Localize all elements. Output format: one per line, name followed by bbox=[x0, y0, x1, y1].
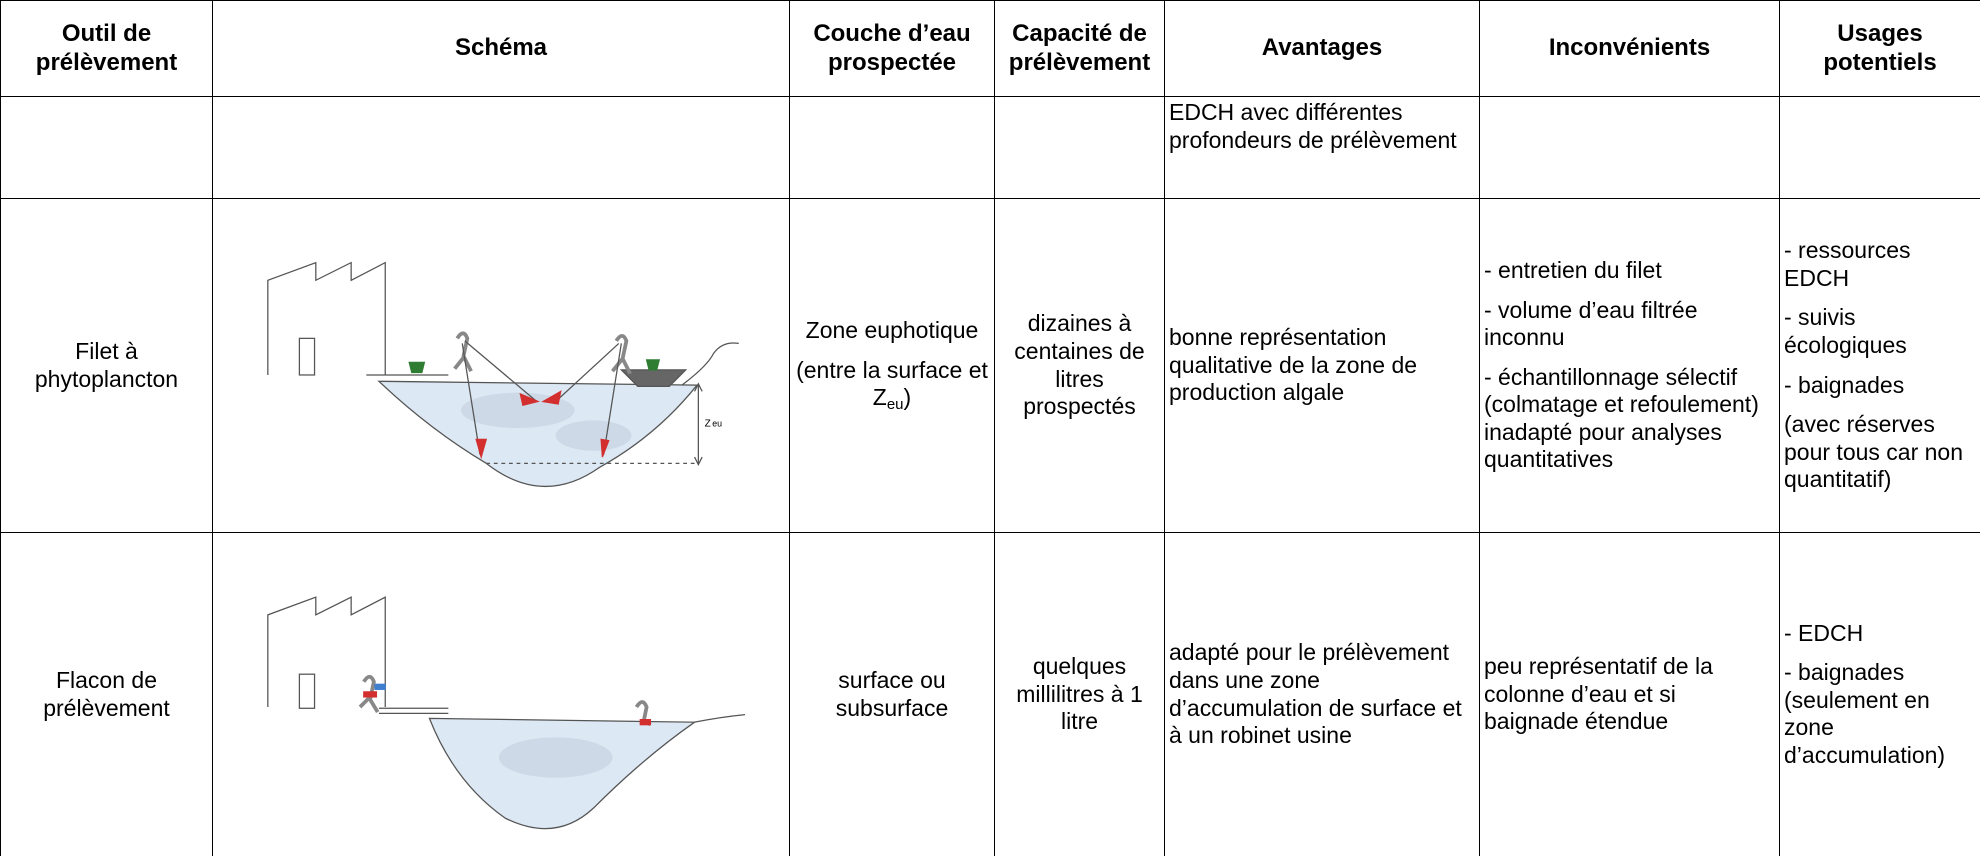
paragraph: - volume d’eau filtrée inconnu bbox=[1484, 296, 1698, 351]
cell-schema bbox=[212, 198, 790, 533]
paragraph: - baignades bbox=[1784, 371, 1905, 398]
paragraph: quelques millilitres à 1 litre bbox=[1016, 653, 1143, 735]
header-cell: Inconvénients bbox=[1479, 0, 1780, 97]
paragraph: adapté pour le prélèvement dans une zone… bbox=[1169, 639, 1462, 749]
paragraph: - ressources EDCH bbox=[1784, 237, 1911, 291]
paragraph: - suivis écologiques bbox=[1784, 304, 1907, 358]
text: ) bbox=[903, 384, 912, 411]
cell-inconvenients: - entretien du filet - volume d’eau filtr… bbox=[1479, 198, 1780, 533]
paragraph: dizaines à centaines de litres prospecté… bbox=[1014, 310, 1145, 420]
paragraph: surface ou subsurface bbox=[835, 666, 949, 721]
paragraph: - entretien du filet bbox=[1484, 256, 1662, 283]
cell-outil: Flacon de prélèvement bbox=[0, 532, 213, 856]
paragraph: bonne représentation qualitative de la z… bbox=[1169, 324, 1418, 406]
cell-avantages: EDCH avec différentes profondeurs de pré… bbox=[1164, 96, 1480, 199]
cell-usages: - EDCH - baignades (seulement en zone d’a… bbox=[1779, 532, 1980, 856]
text: (entre la surface et Z bbox=[796, 356, 988, 411]
header-cell: Outil de prélèvement bbox=[0, 0, 213, 97]
cell-outil: Filet à phytoplancton bbox=[0, 198, 213, 533]
subscript: eu bbox=[886, 396, 904, 414]
header-cell: Schéma bbox=[212, 0, 790, 97]
paragraph: - échantillonnage sélectif (colmatage et… bbox=[1484, 363, 1759, 473]
header-cell: Couche d’eau prospectée bbox=[789, 0, 995, 97]
paragraph: Flacon de prélèvement bbox=[43, 666, 170, 721]
cell-usages: - ressources EDCH - suivis écologiques - b… bbox=[1779, 198, 1980, 533]
paragraph: - EDCH bbox=[1784, 619, 1864, 646]
cell-schema bbox=[212, 96, 790, 199]
cell-avantages: adapté pour le prélèvement dans une zone… bbox=[1164, 532, 1480, 856]
cell-schema bbox=[212, 532, 790, 856]
paragraph: (entre la surface et Zeu) bbox=[796, 357, 988, 415]
cell-capacite: dizaines à centaines de litres prospecté… bbox=[994, 198, 1165, 533]
paragraph: EDCH avec différentes profondeurs de pré… bbox=[1169, 99, 1457, 153]
cell-avantages: bonne représentation qualitative de la z… bbox=[1164, 198, 1480, 533]
cell-capacite: quelques millilitres à 1 litre bbox=[994, 532, 1165, 856]
paragraph: Zone euphotique bbox=[805, 316, 979, 343]
paragraph: - baignades (seulement en zone d’accumul… bbox=[1784, 659, 1946, 768]
cell-couche: surface ou subsurface bbox=[789, 532, 995, 856]
cell-couche: Zone euphotique (entre la surface et Zeu) bbox=[789, 198, 995, 533]
header-cell: Capacité de prélèvement bbox=[994, 0, 1165, 97]
cell-couche bbox=[789, 96, 995, 199]
header-cell: Usages potentiels bbox=[1779, 0, 1980, 97]
cell-outil bbox=[0, 96, 213, 199]
paragraph: Filet à phytoplancton bbox=[34, 337, 179, 392]
cell-inconvenients: peu représentatif de la colonne d’eau et… bbox=[1479, 532, 1780, 856]
header-cell: Avantages bbox=[1164, 0, 1480, 97]
paragraph: (avec réserves pour tous car non quantit… bbox=[1784, 411, 1964, 493]
paragraph: peu représentatif de la colonne d’eau et… bbox=[1484, 653, 1713, 735]
cell-inconvenients bbox=[1479, 96, 1780, 199]
cell-usages bbox=[1779, 96, 1980, 199]
cell-capacite bbox=[994, 96, 1165, 199]
